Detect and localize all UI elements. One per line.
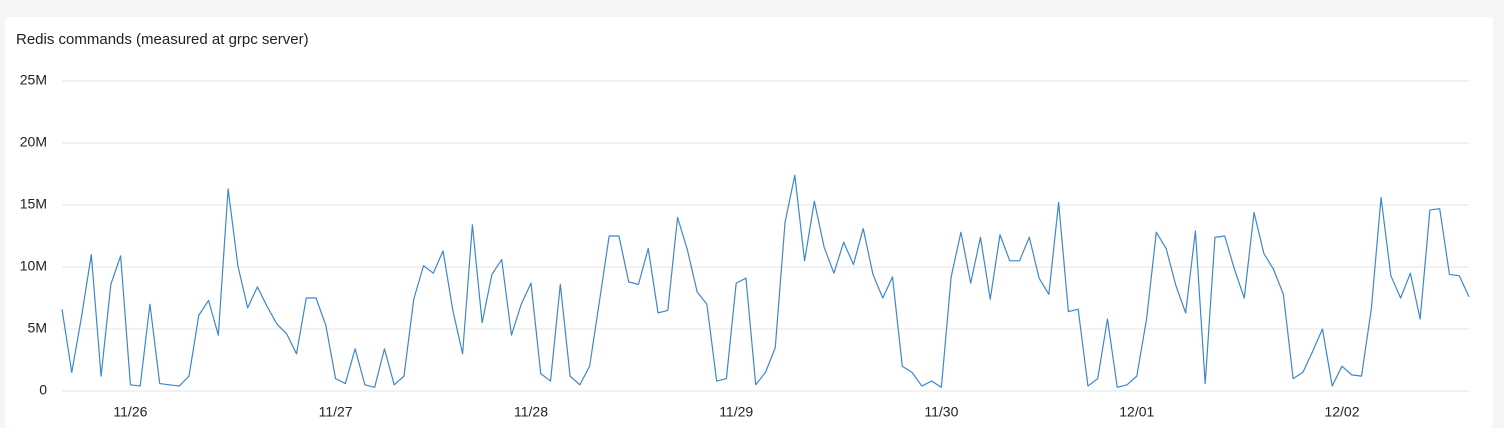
y-tick-label: 15M (20, 196, 47, 212)
y-tick-label: 5M (28, 320, 47, 336)
panel (5, 17, 1493, 428)
x-tick-label: 11/30 (924, 404, 958, 420)
y-tick-label: 25M (20, 72, 47, 88)
y-tick-label: 20M (20, 134, 47, 150)
y-tick-label: 0 (39, 382, 47, 398)
x-tick-label: 12/01 (1119, 404, 1154, 420)
x-tick-label: 11/26 (113, 404, 147, 420)
series-line (61, 174, 1470, 388)
chart-title: Redis commands (measured at grpc server) (16, 31, 309, 48)
x-tick-label: 11/28 (514, 404, 548, 420)
y-tick-label: 10M (20, 258, 47, 274)
x-tick-label: 11/29 (719, 404, 753, 420)
x-tick-label: 12/02 (1324, 404, 1359, 420)
x-tick-label: 11/27 (319, 404, 353, 420)
